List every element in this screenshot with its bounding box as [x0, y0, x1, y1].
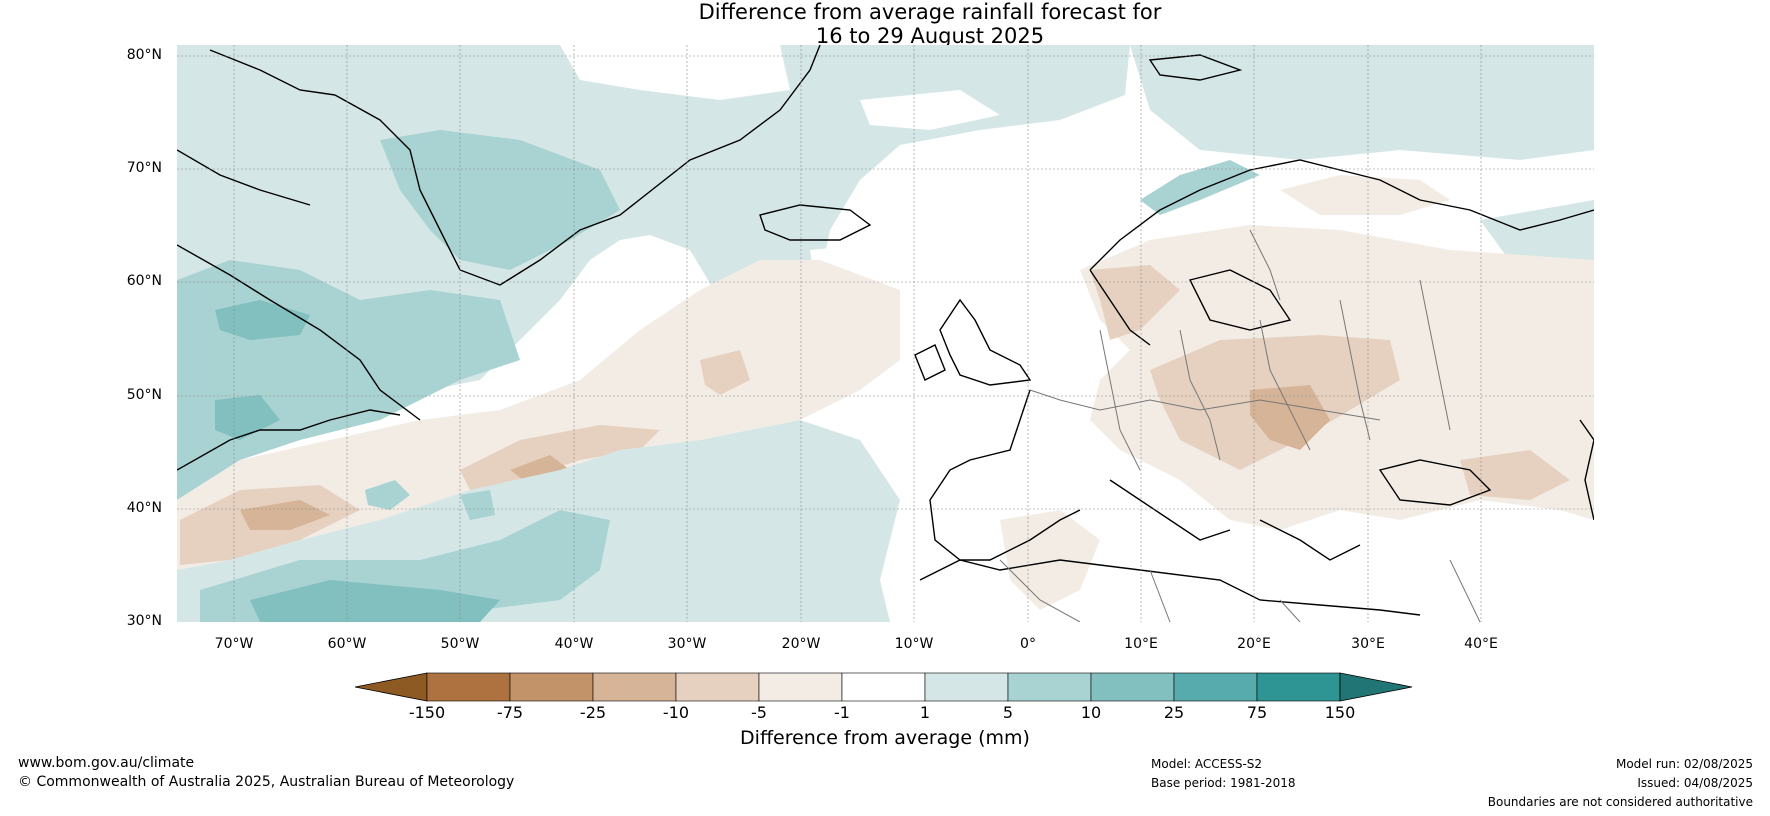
- lon-label-0: 0°: [1020, 636, 1036, 652]
- footer-website: www.bom.gov.au/climate: [18, 755, 195, 771]
- colorbar-segment: [592, 672, 677, 702]
- colorbar-tick-label: 1: [919, 703, 931, 722]
- lon-label-60w: 60°W: [327, 636, 367, 652]
- colorbar-arrow-low: [354, 672, 428, 702]
- lat-label-60: 60°N: [126, 273, 162, 289]
- lat-label-70: 70°N: [126, 160, 162, 176]
- anomaly-region-south-atlantic-dark: [250, 580, 500, 622]
- colorbar-tick-label: -25: [579, 703, 607, 722]
- anomaly-white-1: [560, 45, 790, 100]
- anomaly-region-atlantic-brown: [177, 260, 900, 570]
- colorbar-tick-label: 25: [1163, 703, 1185, 722]
- colorbar-segment: [1007, 672, 1092, 702]
- colorbar-segment: [1090, 672, 1175, 702]
- footer-copyright: © Commonwealth of Australia 2025, Austra…: [18, 774, 515, 790]
- anomaly-region-nova-scotia-dark: [215, 395, 280, 440]
- colorbar-segment: [675, 672, 760, 702]
- anomaly-region-west-brown-dark: [240, 500, 330, 530]
- colorbar-title: Difference from average (mm): [740, 727, 1030, 749]
- anomaly-region-scandinavia-teal: [1140, 160, 1260, 215]
- colorbar-tick-label: 150: [1324, 703, 1356, 722]
- anomaly-white-3: [940, 180, 1010, 225]
- anomaly-region-arctic-east: [1130, 45, 1594, 160]
- colorbar-tick-label: -150: [408, 703, 446, 722]
- anomaly-region-mid-atlantic-brown: [700, 350, 750, 395]
- colorbar-arrow-high: [1339, 672, 1413, 702]
- lon-label-10e: 10°E: [1124, 636, 1158, 652]
- title-line-2: 16 to 29 August 2025: [815, 24, 1045, 48]
- anomaly-region-cell-2: [460, 490, 495, 520]
- lat-label-40: 40°N: [126, 500, 162, 516]
- colorbar-segment: [1256, 672, 1341, 702]
- title-line-1: Difference from average rainfall forecas…: [698, 0, 1162, 24]
- anomaly-region-greenland-teal: [380, 130, 620, 270]
- colorbar-tick-label: -10: [662, 703, 690, 722]
- anomaly-white-2: [860, 90, 1000, 130]
- footer-model: Model: ACCESS-S2: [1151, 757, 1263, 771]
- lon-label-40e: 40°E: [1464, 636, 1498, 652]
- anomaly-region-atlantic-darker: [460, 425, 660, 490]
- coastlines: [177, 45, 1594, 616]
- lon-label-20e: 20°E: [1237, 636, 1271, 652]
- colorbar-segment: [758, 672, 843, 702]
- colorbar-segment: [841, 672, 926, 702]
- chart-title: Difference from average rainfall forecas…: [560, 0, 1300, 48]
- lon-label-20w: 20°W: [781, 636, 821, 652]
- footer-disclaimer: Boundaries are not considered authoritat…: [1487, 795, 1753, 809]
- lon-label-30e: 30°E: [1351, 636, 1385, 652]
- anomaly-region-n-russia-brown: [1280, 175, 1450, 215]
- colorbar-tick-label: -1: [834, 703, 850, 722]
- colorbar-segment: [1173, 672, 1258, 702]
- lon-label-40w: 40°W: [554, 636, 594, 652]
- country-borders: [999, 229, 1481, 622]
- footer-model-run: Model run: 02/08/2025: [1615, 757, 1753, 771]
- lat-label-30: 30°N: [126, 613, 162, 629]
- map-plot-area: [177, 45, 1594, 622]
- colorbar-tick-label: 75: [1246, 703, 1268, 722]
- colorbar-tick-label: -75: [496, 703, 524, 722]
- lon-label-70w: 70°W: [214, 636, 254, 652]
- footer-issued: Issued: 04/08/2025: [1637, 776, 1753, 790]
- footer-base-period: Base period: 1981-2018: [1151, 776, 1296, 790]
- anomaly-region-atlantic-darker-2: [510, 455, 570, 485]
- colorbar-tick-label: -5: [751, 703, 767, 722]
- anomaly-region-cell-1: [365, 480, 410, 510]
- lon-label-30w: 30°W: [667, 636, 707, 652]
- lon-label-10w: 10°W: [894, 636, 934, 652]
- lat-label-80: 80°N: [126, 47, 162, 63]
- anomaly-region-cell-3: [710, 500, 760, 540]
- gridlines: [177, 45, 1594, 622]
- colorbar-segment: [924, 672, 1009, 702]
- colorbar-segment: [426, 672, 511, 702]
- colorbar: [354, 672, 1413, 702]
- colorbar-tick-label: 10: [1080, 703, 1102, 722]
- lon-label-50w: 50°W: [440, 636, 480, 652]
- colorbar-tick-label: 5: [1002, 703, 1014, 722]
- colorbar-segment: [509, 672, 594, 702]
- anomaly-region-scandinavia-brown: [1090, 265, 1180, 340]
- lat-label-50: 50°N: [126, 387, 162, 403]
